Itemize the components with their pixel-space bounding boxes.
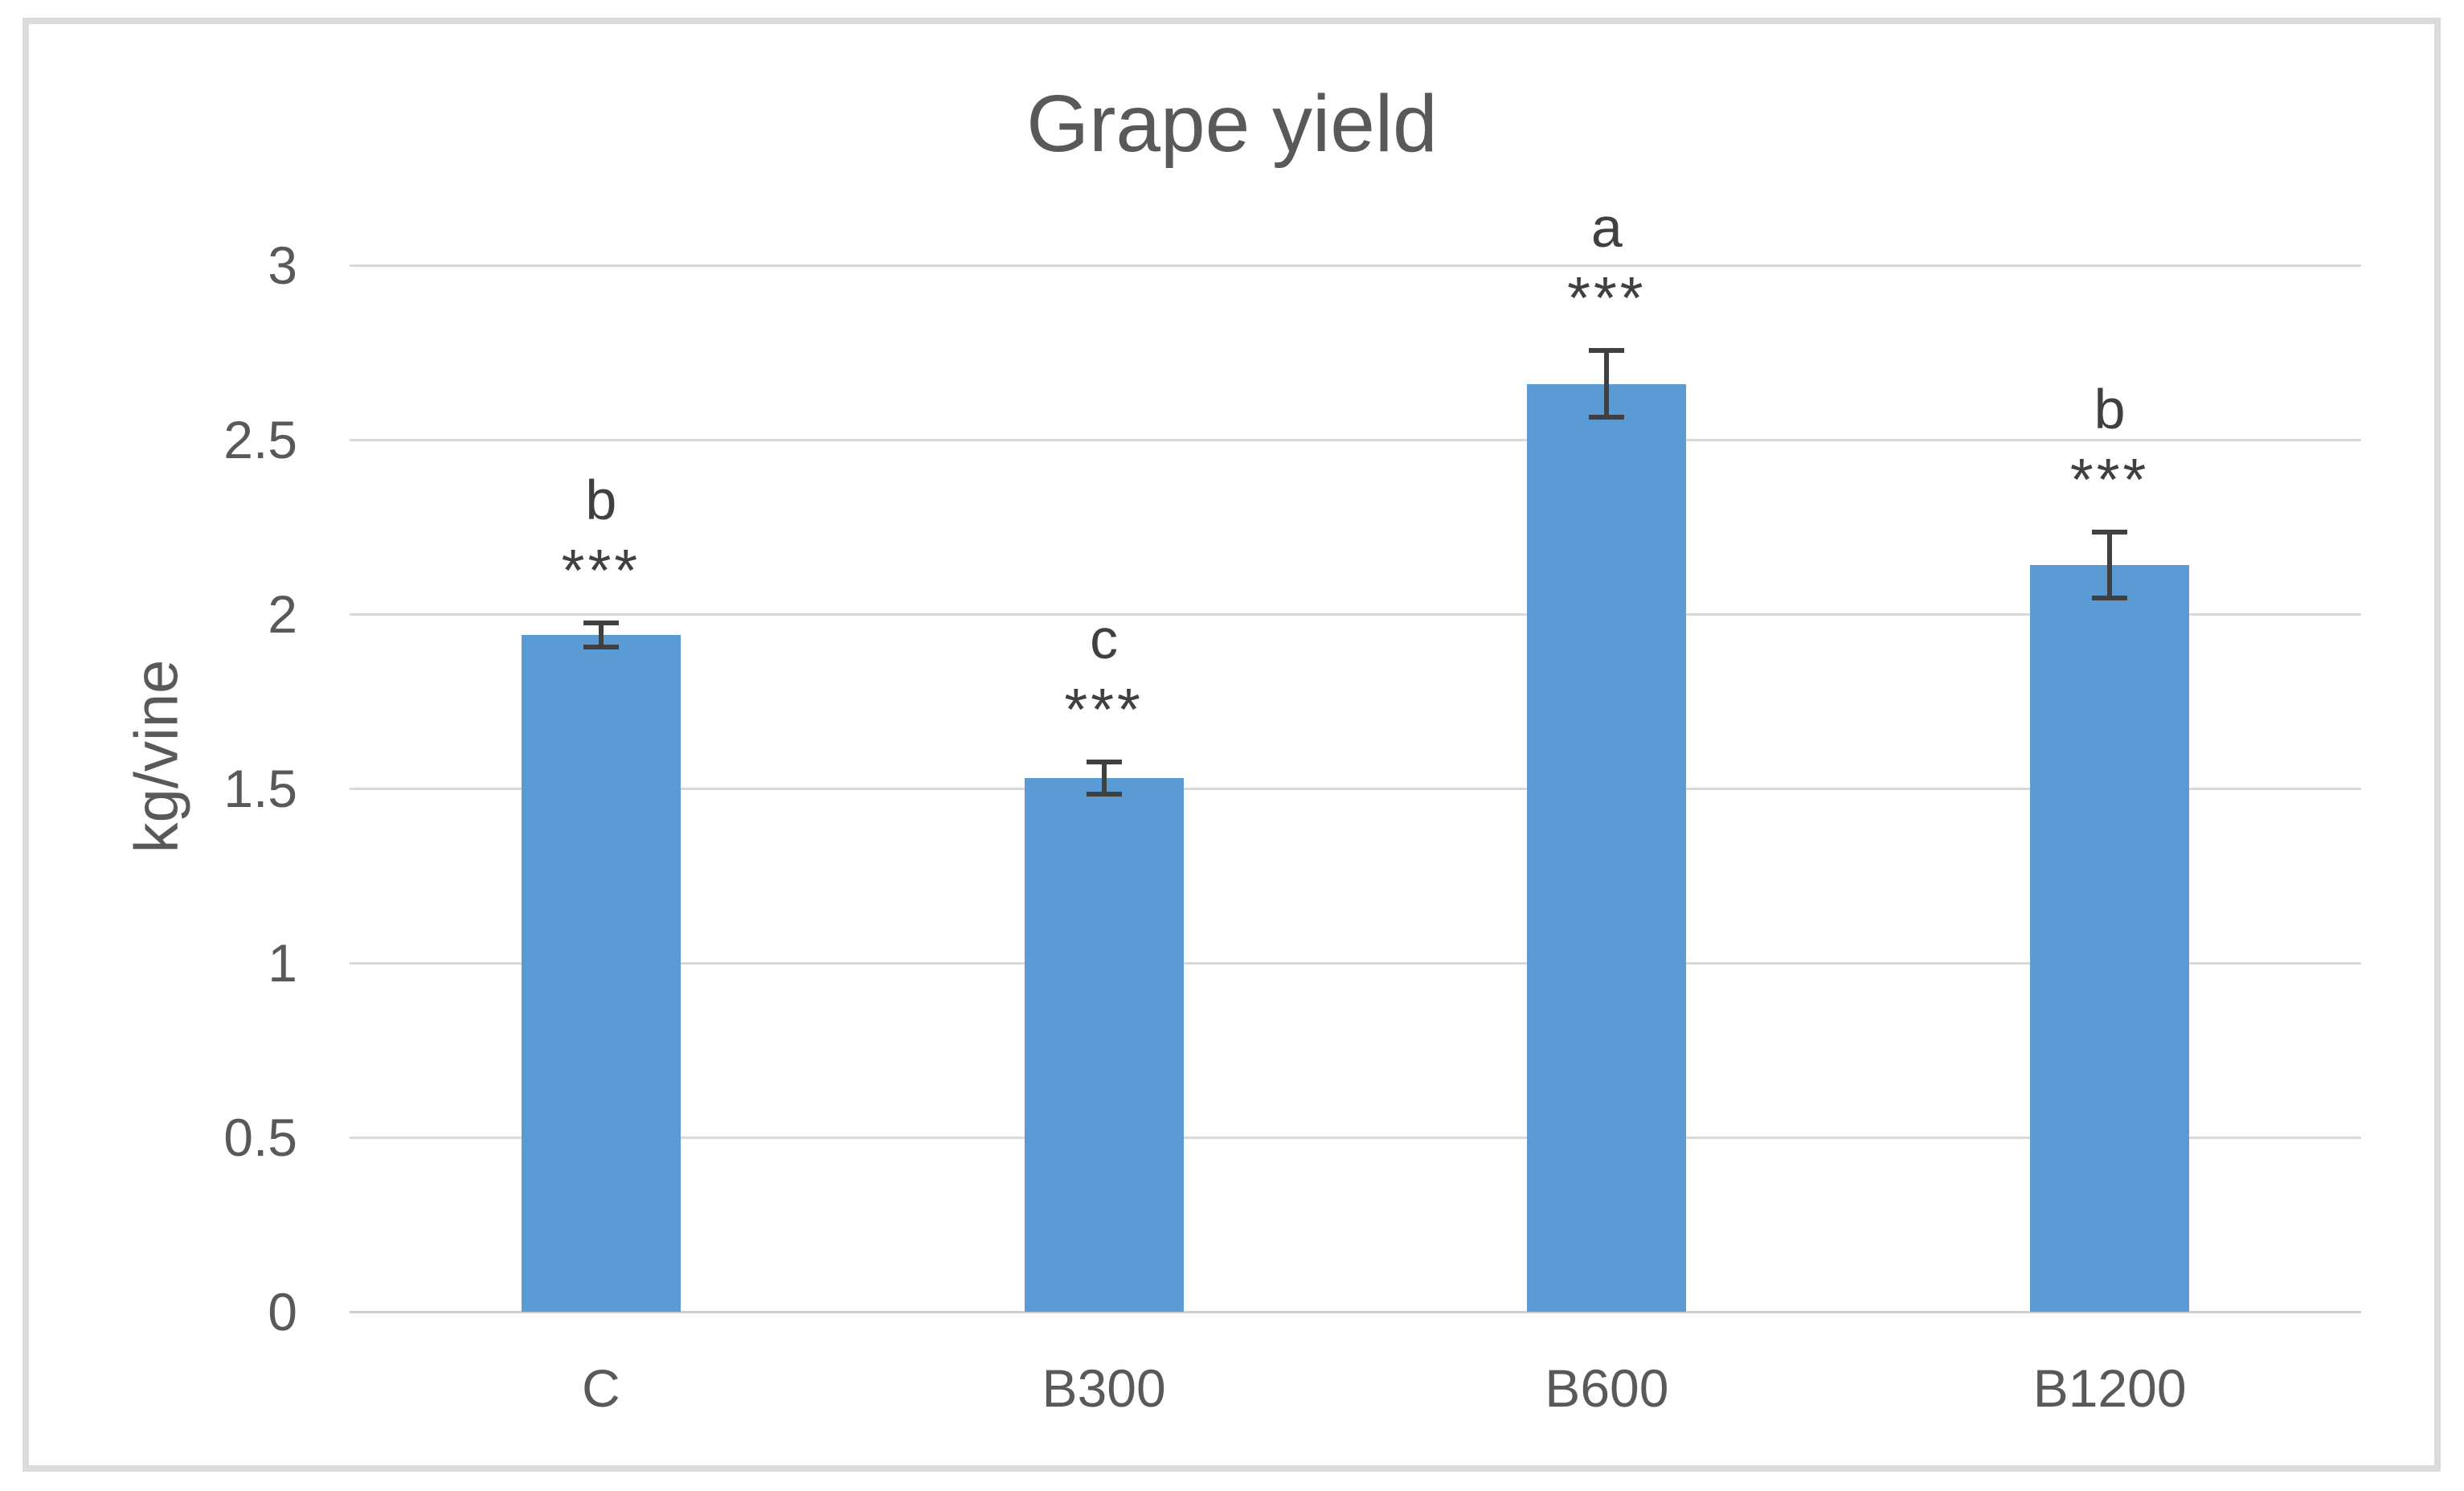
sig-letter-B300: c [1090, 608, 1119, 671]
bar-B300 [1024, 777, 1184, 1312]
error-bar-cap-top-B600 [1589, 348, 1625, 354]
x-tick-label-C: C [582, 1358, 620, 1418]
error-bar-cap-bottom-C [583, 645, 619, 650]
sig-stars-B600: *** [1567, 264, 1647, 332]
y-tick-label-2: 2 [268, 584, 297, 644]
y-tick-label-1.5: 1.5 [223, 759, 297, 818]
gridline-2 [350, 613, 2361, 616]
gridline-2.5 [350, 439, 2361, 441]
x-tick-label-B1200: B1200 [2032, 1358, 2187, 1418]
sig-stars-B1200: *** [2069, 446, 2150, 513]
error-bar-cap-top-B1200 [2092, 530, 2128, 535]
sig-stars-B300: *** [1064, 676, 1144, 743]
sig-letter-C: b [585, 468, 617, 531]
y-tick-label-0: 0 [268, 1282, 297, 1341]
y-tick-label-3: 3 [268, 236, 297, 295]
y-tick-label-1: 1 [268, 933, 297, 993]
error-bar-whisker-C [598, 622, 604, 648]
error-bar-cap-top-C [583, 620, 619, 625]
bar-C [521, 635, 681, 1312]
gridline-1.5 [350, 788, 2361, 790]
error-bar-cap-bottom-B600 [1589, 414, 1625, 420]
sig-letter-B1200: b [2094, 378, 2126, 440]
gridline-3 [350, 264, 2361, 267]
gridline-1 [350, 962, 2361, 965]
y-tick-label-2.5: 2.5 [223, 410, 297, 469]
y-axis-title: kg/vine [122, 659, 191, 854]
sig-stars-C: *** [561, 536, 641, 604]
error-bar-cap-bottom-B1200 [2092, 596, 2128, 601]
bar-B600 [1527, 383, 1687, 1312]
bar-B1200 [2030, 565, 2190, 1312]
x-tick-label-B600: B600 [1545, 1358, 1669, 1418]
sig-letter-B600: a [1590, 196, 1623, 260]
error-bar-whisker-B600 [1604, 350, 1610, 417]
x-axis-line [350, 1311, 2361, 1313]
error-bar-cap-top-B300 [1086, 760, 1122, 765]
error-bar-whisker-B300 [1101, 762, 1107, 794]
error-bar-cap-bottom-B300 [1086, 791, 1122, 797]
x-tick-label-B300: B300 [1042, 1358, 1166, 1418]
gridline-0.5 [350, 1137, 2361, 1139]
error-bar-whisker-B1200 [2107, 532, 2113, 599]
chart-title: Grape yield [1026, 79, 1438, 169]
y-tick-label-0.5: 0.5 [223, 1108, 297, 1167]
